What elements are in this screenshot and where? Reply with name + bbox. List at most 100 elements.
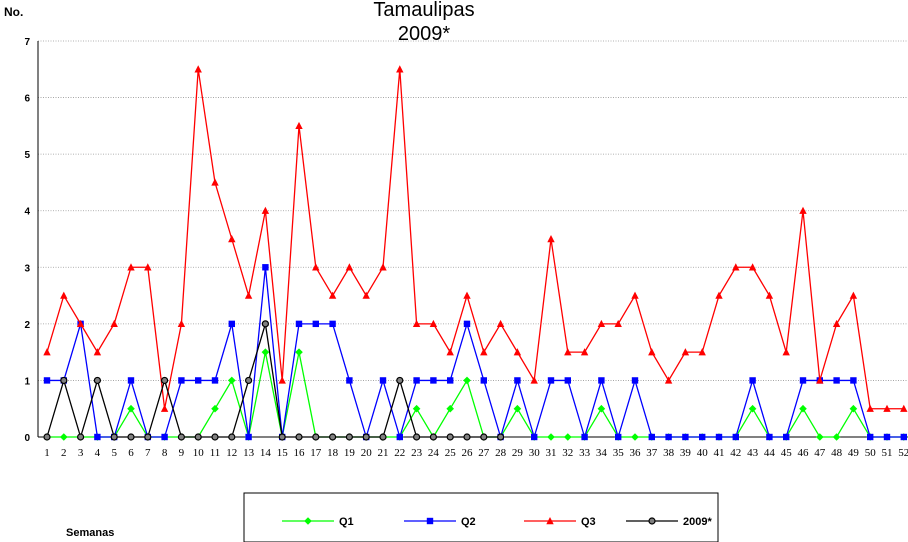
- data-point: [345, 263, 354, 271]
- data-point: [765, 291, 774, 299]
- data-point: [76, 319, 85, 328]
- x-tick-label: 33: [579, 447, 591, 459]
- data-point: [396, 433, 403, 441]
- data-point: [93, 376, 102, 385]
- x-tick-label: 50: [865, 447, 877, 459]
- data-point: [177, 319, 186, 328]
- data-point: [127, 263, 135, 271]
- data-point: [883, 433, 891, 441]
- data-point: [177, 433, 185, 441]
- x-tick-label: 21: [378, 447, 389, 459]
- data-point: [93, 348, 102, 356]
- data-point: [412, 319, 421, 328]
- data-point: [664, 376, 673, 384]
- data-point: [883, 404, 891, 412]
- x-tick-label: 9: [179, 447, 185, 459]
- series-line: [46, 69, 904, 410]
- data-point: [531, 433, 538, 441]
- data-point: [832, 433, 841, 441]
- data-point: [60, 291, 68, 299]
- x-tick-label: 43: [747, 447, 759, 459]
- data-point: [228, 320, 235, 328]
- data-point: [832, 319, 841, 328]
- x-tick-label: 31: [546, 447, 557, 459]
- data-point: [94, 433, 101, 441]
- data-point: [328, 291, 337, 299]
- y-tick-label: 1: [24, 376, 30, 387]
- data-point: [530, 376, 538, 384]
- data-point: [211, 377, 219, 384]
- x-tick-label: 3: [78, 447, 84, 459]
- data-point: [346, 377, 353, 384]
- data-point: [514, 377, 521, 384]
- data-point: [144, 433, 152, 441]
- data-point: [329, 320, 336, 328]
- x-tick-label: 5: [111, 447, 117, 459]
- x-tick-label: 30: [529, 447, 541, 459]
- x-tick-label: 26: [462, 447, 474, 459]
- data-point: [379, 377, 387, 384]
- data-point: [295, 320, 303, 328]
- x-tick-label: 48: [831, 447, 843, 459]
- data-point: [463, 291, 471, 299]
- data-point: [682, 433, 689, 441]
- data-point: [631, 377, 639, 384]
- data-point: [194, 433, 202, 441]
- data-point: [161, 376, 169, 385]
- data-point: [429, 319, 438, 328]
- data-point: [799, 377, 807, 384]
- series-line: [47, 352, 904, 439]
- data-point: [261, 206, 270, 214]
- x-tick-label: 42: [730, 447, 741, 459]
- data-point: [463, 376, 471, 385]
- legend-item-4: 2009*: [626, 516, 712, 528]
- x-tick-label: 18: [327, 447, 339, 459]
- y-tick-label: 2: [24, 320, 30, 331]
- x-tick-label: 19: [344, 447, 356, 459]
- x-tick-label: 35: [613, 447, 625, 459]
- y-tick-labels: 0 1 2 3 4 5 6 7: [24, 37, 30, 444]
- x-tick-label: 7: [145, 447, 151, 459]
- data-point: [699, 433, 706, 441]
- y-tick-label: 6: [24, 94, 30, 105]
- legend-swatch-marker: [546, 517, 554, 525]
- data-point: [127, 433, 135, 441]
- x-tick-label: 13: [243, 447, 255, 459]
- series-line: [46, 323, 501, 440]
- series-layer: [43, 65, 908, 441]
- x-tick-label: 10: [193, 447, 205, 459]
- data-point: [413, 433, 421, 441]
- data-point: [900, 404, 908, 412]
- x-tick-label: 22: [394, 447, 405, 459]
- y-tick-label: 5: [24, 150, 30, 161]
- x-tick-label: 39: [680, 447, 692, 459]
- x-axis-label: Semanas: [66, 527, 114, 539]
- data-point: [850, 377, 857, 384]
- data-point: [900, 433, 907, 441]
- data-point: [76, 433, 85, 441]
- data-point: [715, 433, 723, 441]
- data-point: [195, 377, 202, 384]
- data-point: [867, 433, 874, 441]
- data-point: [866, 404, 874, 412]
- data-point: [631, 433, 639, 441]
- data-point: [715, 291, 723, 299]
- x-tick-label: 11: [210, 447, 221, 459]
- data-point: [413, 377, 420, 384]
- data-point: [278, 376, 286, 384]
- data-point: [648, 348, 656, 356]
- data-point: [211, 178, 219, 186]
- data-point: [43, 377, 51, 384]
- data-point: [564, 377, 571, 384]
- legend-label: Q3: [581, 516, 596, 528]
- x-tick-label: 34: [596, 447, 608, 459]
- x-tick-label: 23: [411, 447, 423, 459]
- data-point: [748, 263, 757, 271]
- data-point: [144, 263, 152, 271]
- series-1: [43, 348, 908, 441]
- data-point: [480, 348, 488, 356]
- data-point: [43, 433, 51, 441]
- data-point: [245, 433, 252, 441]
- data-point: [816, 376, 824, 384]
- data-point: [379, 433, 387, 441]
